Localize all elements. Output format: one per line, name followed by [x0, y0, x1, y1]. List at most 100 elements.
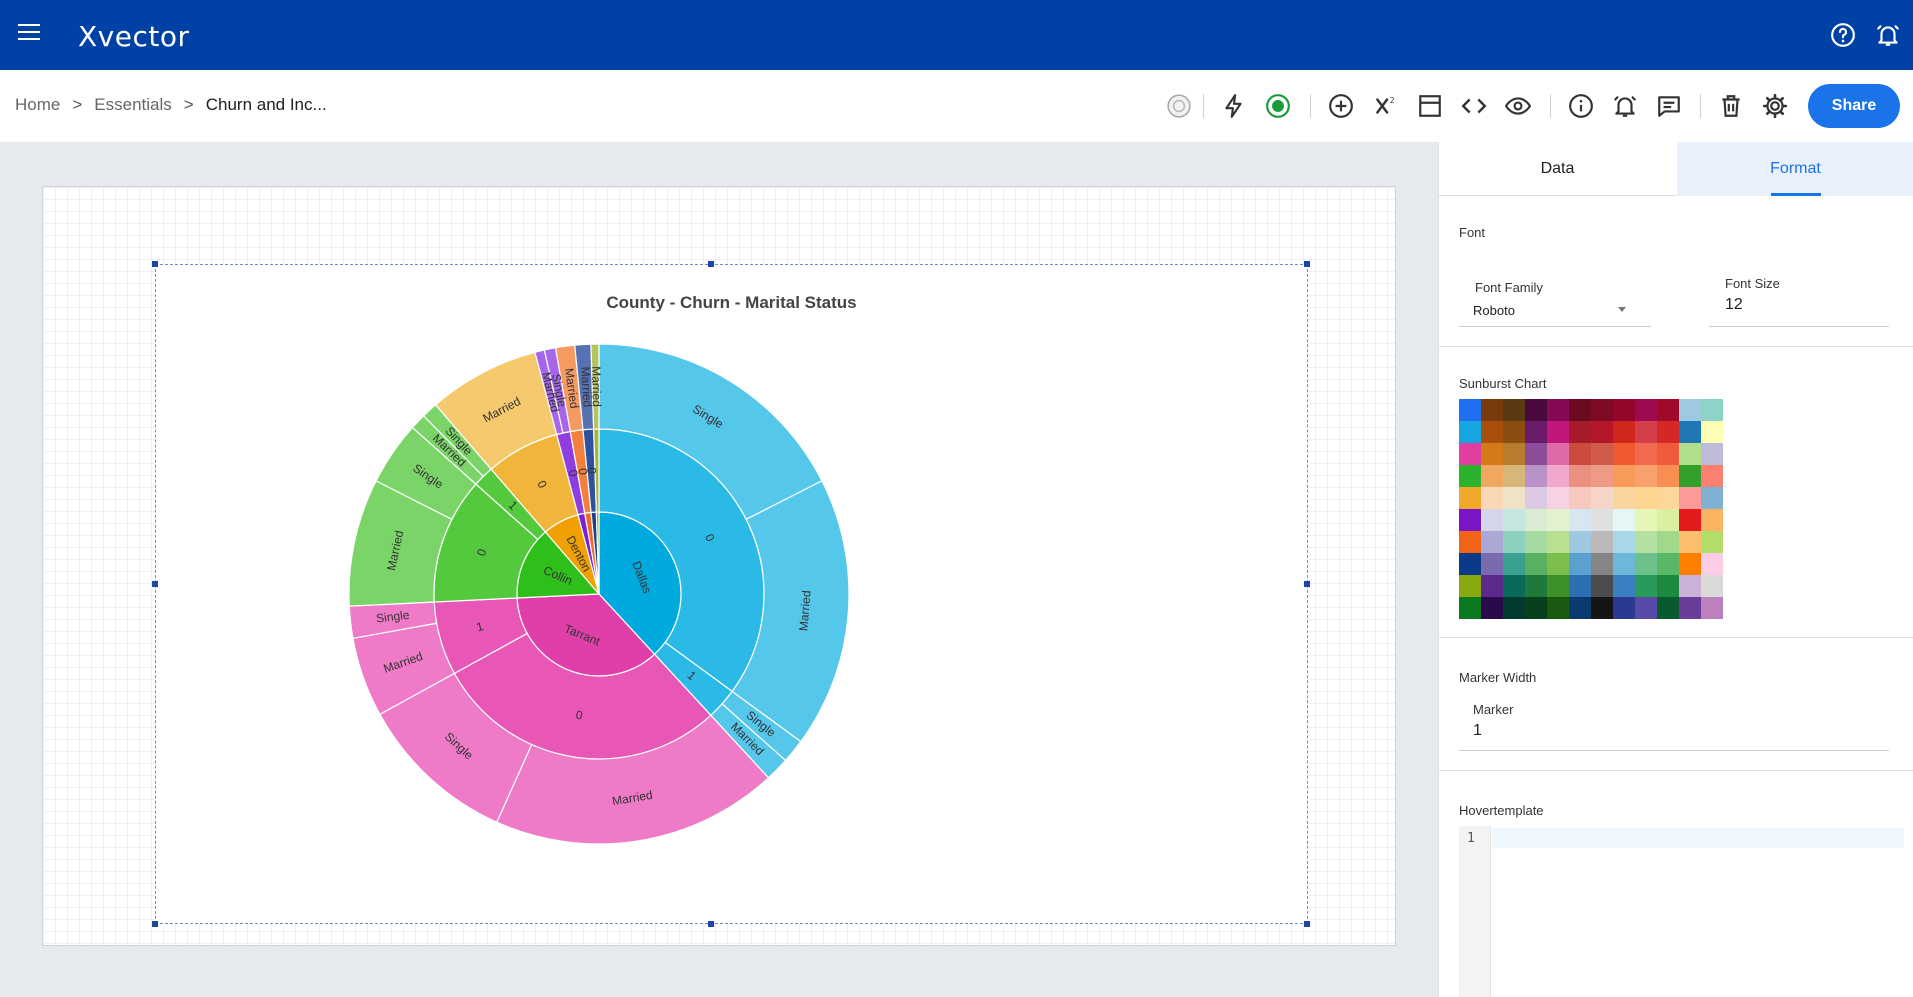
breadcrumb-essentials[interactable]: Essentials [94, 95, 172, 114]
color-swatch[interactable] [1613, 553, 1635, 575]
color-swatch[interactable] [1459, 531, 1481, 553]
color-swatch[interactable] [1503, 487, 1525, 509]
color-swatch[interactable] [1679, 531, 1701, 553]
font-size-input[interactable]: 12 [1725, 296, 1743, 313]
color-swatch[interactable] [1503, 531, 1525, 553]
color-swatch[interactable] [1547, 597, 1569, 619]
color-swatch[interactable] [1525, 509, 1547, 531]
font-family-select[interactable]: Roboto [1473, 303, 1515, 318]
color-swatch[interactable] [1503, 399, 1525, 421]
color-swatch[interactable] [1613, 443, 1635, 465]
color-swatch[interactable] [1635, 399, 1657, 421]
color-swatch[interactable] [1459, 421, 1481, 443]
color-swatch[interactable] [1657, 465, 1679, 487]
color-swatch[interactable] [1613, 531, 1635, 553]
color-swatch[interactable] [1525, 487, 1547, 509]
color-swatch[interactable] [1635, 487, 1657, 509]
sunburst-segment[interactable] [496, 714, 770, 845]
color-swatch[interactable] [1591, 421, 1613, 443]
color-swatch[interactable] [1635, 597, 1657, 619]
color-swatch[interactable] [1569, 465, 1591, 487]
color-swatch[interactable] [1481, 465, 1503, 487]
hamburger-menu-icon[interactable] [18, 24, 40, 42]
color-swatch[interactable] [1569, 531, 1591, 553]
superscript-icon[interactable]: 2 [1373, 93, 1399, 119]
layout-icon[interactable] [1417, 93, 1443, 119]
color-swatch[interactable] [1657, 509, 1679, 531]
gear-icon[interactable] [1762, 93, 1788, 119]
color-swatch[interactable] [1481, 509, 1503, 531]
color-swatch[interactable] [1679, 399, 1701, 421]
color-swatch[interactable] [1569, 421, 1591, 443]
color-swatch[interactable] [1657, 487, 1679, 509]
tab-format[interactable]: Format [1677, 142, 1913, 196]
resize-handle[interactable] [1304, 921, 1310, 927]
add-circle-icon[interactable] [1328, 93, 1354, 119]
sunburst-chart[interactable]: Dallas0SingleMarried1SingleMarriedTarran… [156, 265, 1309, 925]
color-swatch[interactable] [1613, 509, 1635, 531]
color-swatch[interactable] [1481, 531, 1503, 553]
color-swatch[interactable] [1635, 553, 1657, 575]
color-swatch[interactable] [1701, 509, 1723, 531]
color-swatch[interactable] [1547, 575, 1569, 597]
hovertemplate-editor[interactable]: 1 [1459, 826, 1904, 997]
color-swatch[interactable] [1591, 575, 1613, 597]
color-swatch[interactable] [1547, 509, 1569, 531]
editor-active-line[interactable] [1492, 828, 1904, 848]
resize-handle[interactable] [708, 921, 714, 927]
color-swatch[interactable] [1525, 531, 1547, 553]
color-swatch[interactable] [1547, 553, 1569, 575]
color-swatch[interactable] [1701, 575, 1723, 597]
color-swatch[interactable] [1525, 575, 1547, 597]
color-swatch[interactable] [1679, 443, 1701, 465]
color-swatch[interactable] [1481, 487, 1503, 509]
trash-icon[interactable] [1718, 93, 1744, 119]
color-swatch[interactable] [1591, 443, 1613, 465]
color-swatch[interactable] [1613, 399, 1635, 421]
color-swatch[interactable] [1569, 553, 1591, 575]
color-swatch[interactable] [1459, 465, 1481, 487]
color-swatch[interactable] [1503, 421, 1525, 443]
color-swatch[interactable] [1591, 465, 1613, 487]
color-swatch[interactable] [1635, 443, 1657, 465]
color-swatch[interactable] [1613, 421, 1635, 443]
color-swatch[interactable] [1525, 443, 1547, 465]
color-swatch[interactable] [1525, 399, 1547, 421]
info-icon[interactable] [1568, 93, 1594, 119]
color-swatch[interactable] [1503, 509, 1525, 531]
color-swatch[interactable] [1635, 531, 1657, 553]
color-swatch[interactable] [1481, 575, 1503, 597]
color-swatch[interactable] [1679, 487, 1701, 509]
color-swatch[interactable] [1701, 465, 1723, 487]
color-swatch[interactable] [1569, 509, 1591, 531]
color-swatch[interactable] [1481, 597, 1503, 619]
color-swatch[interactable] [1635, 575, 1657, 597]
color-swatch[interactable] [1503, 443, 1525, 465]
color-swatch[interactable] [1547, 443, 1569, 465]
color-swatch[interactable] [1701, 443, 1723, 465]
color-swatch[interactable] [1547, 399, 1569, 421]
color-swatch[interactable] [1657, 553, 1679, 575]
color-swatch[interactable] [1657, 531, 1679, 553]
color-swatch[interactable] [1547, 465, 1569, 487]
color-swatch[interactable] [1481, 421, 1503, 443]
color-swatch[interactable] [1701, 399, 1723, 421]
color-swatch[interactable] [1503, 597, 1525, 619]
color-swatch[interactable] [1459, 553, 1481, 575]
color-swatch[interactable] [1657, 421, 1679, 443]
tab-data[interactable]: Data [1540, 160, 1575, 177]
chart-widget[interactable]: County - Churn - Marital Status Dallas 0 S… [155, 264, 1308, 924]
color-swatch[interactable] [1503, 553, 1525, 575]
color-swatch[interactable] [1525, 597, 1547, 619]
color-swatch[interactable] [1459, 487, 1481, 509]
color-swatch[interactable] [1613, 575, 1635, 597]
color-swatch[interactable] [1701, 531, 1723, 553]
color-swatch[interactable] [1569, 597, 1591, 619]
color-swatch[interactable] [1481, 553, 1503, 575]
color-swatch[interactable] [1635, 509, 1657, 531]
help-icon[interactable] [1830, 22, 1856, 48]
resize-handle[interactable] [1304, 581, 1310, 587]
resize-handle[interactable] [152, 581, 158, 587]
color-swatch[interactable] [1591, 399, 1613, 421]
color-swatch[interactable] [1613, 465, 1635, 487]
